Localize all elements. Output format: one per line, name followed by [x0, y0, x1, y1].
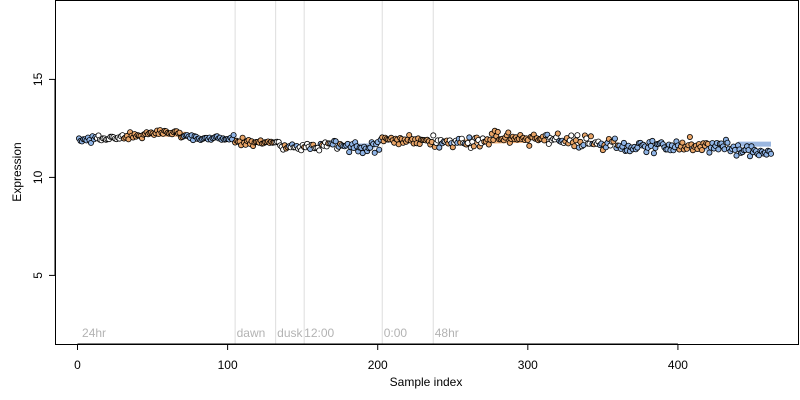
data-point	[430, 132, 437, 139]
data-point	[568, 132, 575, 139]
data-point	[332, 138, 339, 145]
region-labels: 24hr dawn dusk 12:00 0:00 48hr	[82, 326, 459, 340]
data-point	[494, 128, 501, 135]
x-tick-label: 100	[218, 358, 238, 372]
data-point	[698, 147, 705, 154]
data-point	[650, 150, 657, 157]
data-point	[724, 139, 731, 146]
data-point	[715, 146, 722, 153]
data-point	[470, 143, 477, 150]
x-axis-title: Sample index	[390, 375, 463, 389]
x-tick-label: 200	[368, 358, 388, 372]
data-point	[371, 149, 378, 156]
region-label: dusk	[277, 326, 303, 340]
data-point	[230, 132, 237, 139]
data-point	[679, 139, 686, 146]
region-dividers	[234, 1, 434, 344]
data-point	[733, 152, 740, 159]
data-point	[466, 134, 473, 141]
data-points	[76, 127, 775, 160]
data-point	[541, 137, 548, 144]
data-point	[768, 150, 775, 157]
region-label: 24hr	[82, 326, 106, 340]
data-point	[505, 129, 512, 136]
data-point	[620, 139, 627, 146]
y-tick-label: 10	[31, 170, 45, 184]
x-tick-label: 400	[668, 358, 688, 372]
data-point	[706, 149, 713, 156]
data-point	[686, 133, 693, 140]
y-axis: 5 10 15	[31, 72, 56, 279]
data-point	[747, 153, 754, 160]
data-point	[587, 133, 594, 140]
data-point	[376, 146, 383, 153]
data-point	[554, 130, 561, 137]
data-point	[346, 149, 353, 156]
data-point	[436, 144, 443, 151]
plot-frame	[55, 0, 799, 345]
region-label: 0:00	[384, 326, 408, 340]
y-tick-label: 5	[31, 272, 45, 279]
data-point	[526, 142, 533, 149]
data-point	[406, 132, 413, 139]
data-point	[611, 135, 618, 142]
data-point	[649, 137, 656, 144]
x-tick-label: 0	[74, 358, 81, 372]
x-axis: 0 100 200 300 400	[74, 343, 688, 372]
data-point	[574, 132, 581, 139]
y-tick-label: 15	[31, 72, 45, 86]
data-point	[316, 147, 323, 154]
y-axis-title: Expression	[10, 142, 24, 201]
region-label: 12:00	[304, 326, 334, 340]
x-tick-label: 300	[518, 358, 538, 372]
region-label: dawn	[237, 326, 266, 340]
region-label: 48hr	[435, 326, 459, 340]
data-point	[239, 134, 246, 141]
